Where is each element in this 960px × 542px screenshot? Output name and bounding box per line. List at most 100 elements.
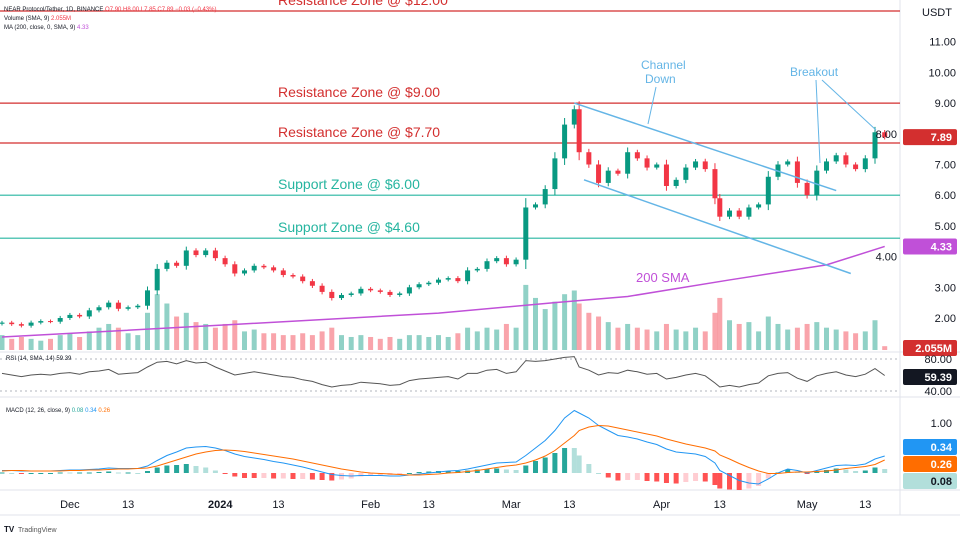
volume-bar: [727, 320, 732, 350]
volume-bar: [484, 327, 490, 350]
candle: [824, 161, 829, 171]
sma-label: 200 SMA: [636, 270, 690, 285]
candle: [145, 290, 150, 306]
macd-histogram-bar: [523, 465, 529, 473]
macd-histogram-bar: [115, 472, 121, 474]
candle: [38, 321, 44, 323]
volume-bar: [242, 331, 247, 350]
candle: [683, 167, 689, 180]
volume-bar: [86, 331, 92, 350]
macd-histogram-bar: [358, 473, 364, 477]
macd-histogram-bar: [872, 467, 878, 473]
candle: [57, 318, 63, 322]
volume-bar: [300, 333, 306, 350]
macd-histogram-bar: [843, 469, 849, 473]
brand-text: TradingView: [18, 527, 57, 534]
macd-histogram-bar: [96, 472, 102, 473]
channel-label-2: Down: [645, 72, 676, 86]
macd-histogram-bar: [513, 470, 519, 473]
price-tick: 11.00: [929, 37, 956, 49]
candle: [416, 284, 422, 288]
volume-bar: [625, 323, 631, 350]
volume-bar: [406, 335, 412, 350]
candle: [96, 307, 102, 311]
volume-bar: [693, 327, 699, 350]
candle: [436, 279, 441, 283]
volume-bar: [319, 331, 325, 350]
candle: [290, 275, 296, 277]
macd-histogram-bar: [174, 465, 180, 473]
candle: [9, 322, 15, 325]
volume-bar: [28, 338, 34, 350]
volume-bar: [455, 333, 461, 350]
candle: [654, 164, 660, 168]
candle: [251, 265, 257, 271]
time-tick: 13: [423, 499, 435, 511]
macd-histogram-bar: [474, 469, 480, 473]
candle: [484, 261, 490, 269]
time-tick: 13: [122, 499, 134, 511]
macd-histogram-bar: [339, 473, 344, 480]
macd-histogram-bar: [18, 473, 24, 474]
macd-histogram-bar: [28, 473, 34, 474]
volume-bar: [683, 331, 689, 350]
candle: [242, 270, 247, 274]
candle: [562, 124, 568, 159]
candle: [814, 170, 820, 196]
macd-histogram-bar: [193, 466, 199, 473]
candle: [644, 158, 650, 168]
macd-histogram-bar: [280, 473, 286, 479]
candle: [48, 321, 53, 323]
macd-histogram-bar: [9, 473, 15, 474]
candle: [115, 302, 121, 309]
rsi-legend: RSI (14, SMA, 14) 59.39: [6, 356, 72, 362]
volume-bar: [717, 297, 723, 350]
macd-histogram-bar: [329, 473, 335, 481]
breakout-arrow-1: [815, 79, 821, 164]
rsi-value-label: 59.39: [924, 372, 952, 384]
candle: [503, 258, 509, 265]
volume-bar: [882, 346, 888, 350]
candle: [0, 322, 5, 324]
macd-histogram-bar: [86, 472, 92, 474]
candle: [77, 314, 83, 317]
macd-histogram-bar: [654, 473, 660, 482]
volume-bar: [309, 335, 315, 350]
candle: [794, 161, 800, 183]
macd-histogram-bar: [717, 473, 723, 489]
candle: [271, 267, 277, 271]
macd-histogram-bar: [445, 471, 451, 473]
volume-bar: [785, 329, 791, 350]
volume-bar: [290, 335, 296, 350]
macd-histogram-bar: [232, 473, 238, 477]
volume-bar: [387, 336, 393, 350]
time-tick: May: [797, 499, 818, 511]
tradingview-logo[interactable]: TV TradingView: [4, 525, 57, 534]
volume-bar: [368, 336, 374, 350]
volume-bar: [654, 331, 660, 350]
volume-bar: [596, 316, 602, 350]
volume-bar: [775, 323, 781, 350]
volume-bar: [833, 329, 839, 350]
sma-price-label-box: [903, 238, 957, 255]
candle: [261, 265, 267, 268]
volume-bar: [57, 335, 63, 350]
macd-histogram-bar: [605, 473, 611, 478]
candle: [406, 287, 412, 294]
macd-histogram-bar: [756, 473, 762, 486]
volume-bar: [445, 336, 451, 350]
macd-histogram-bar: [562, 448, 568, 473]
histogram-value-label: 0.08: [931, 476, 952, 488]
macd-histogram-bar: [596, 473, 602, 474]
currency-label[interactable]: USDT: [922, 7, 952, 19]
macd-histogram-bar: [38, 473, 44, 474]
time-tick: Mar: [502, 499, 521, 511]
volume-bar: [533, 297, 538, 350]
macd-legend: MACD (12, 26, close, 9) 0.08 0.34 0.26: [6, 408, 111, 414]
volume-bar: [503, 323, 509, 350]
volume-bar: [183, 312, 189, 350]
volume-bar: [843, 331, 849, 350]
time-tick: Feb: [361, 499, 380, 511]
volume-bar: [251, 329, 257, 350]
